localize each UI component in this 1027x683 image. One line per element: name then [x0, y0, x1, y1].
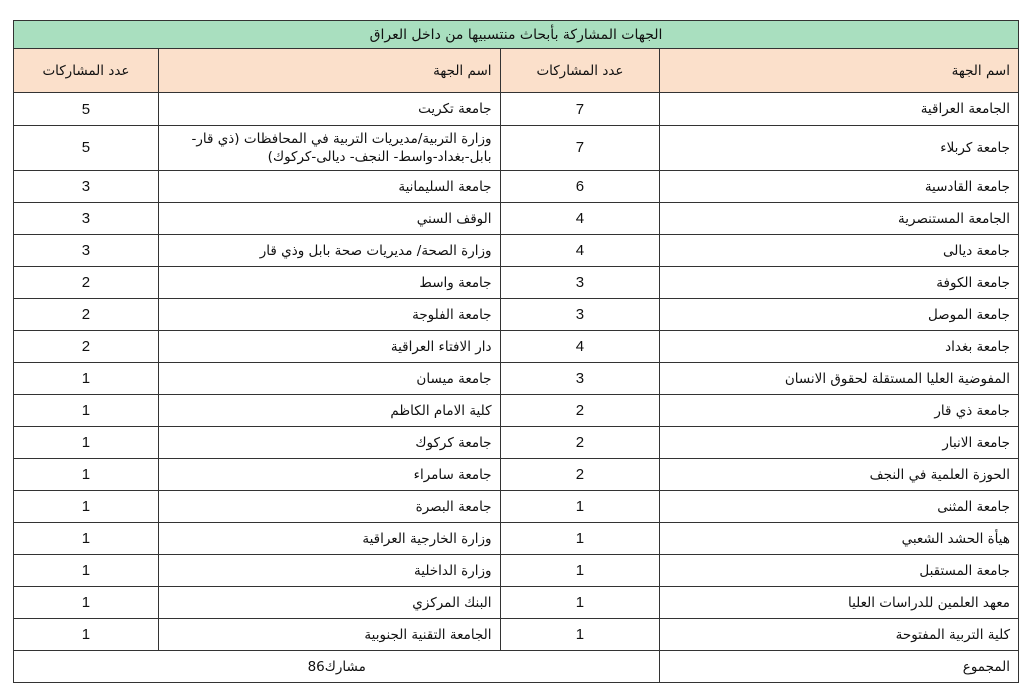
participation-count: 1: [13, 426, 159, 459]
table-row: جامعة المثنى 1 جامعة البصرة 1: [13, 490, 1019, 523]
entity-name: جامعة المثنى: [659, 490, 1019, 523]
participation-count: 1: [499, 490, 661, 523]
header-name-2: اسم الجهة: [157, 48, 501, 93]
entity-name: جامعة الكوفة: [659, 266, 1019, 299]
table-row: الجامعة المستنصرية 4 الوقف السني 3: [13, 202, 1019, 235]
participation-count: 5: [13, 92, 159, 126]
participation-count: 3: [499, 298, 661, 331]
participation-count: 1: [499, 618, 661, 651]
participation-count: 1: [13, 458, 159, 491]
entity-name: هيأة الحشد الشعبي: [659, 522, 1019, 555]
table-row: جامعة كربلاء 7 وزارة التربية/مديريات الترب…: [13, 125, 1019, 171]
participation-count: 2: [499, 426, 661, 459]
participation-count: 2: [13, 266, 159, 299]
participation-count: 1: [499, 586, 661, 619]
table-row: الجامعة العراقية 7 جامعة تكريت 5: [13, 92, 1019, 126]
total-value: مشارك86: [12, 650, 661, 683]
participation-count: 2: [13, 298, 159, 331]
entity-name: جامعة البصرة: [157, 490, 501, 523]
entity-name: جامعة بغداد: [659, 330, 1019, 363]
participation-count: 2: [499, 458, 661, 491]
participation-count: 6: [499, 170, 661, 203]
participation-count: 2: [13, 330, 159, 363]
participation-count: 1: [13, 394, 159, 427]
entity-name: كلية التربية المفتوحة: [659, 618, 1019, 651]
table-row: المفوضية العليا المستقلة لحقوق الانسان 3 ج…: [13, 362, 1019, 395]
entity-name: جامعة القادسية: [659, 170, 1019, 203]
entity-name: الجامعة التقنية الجنوبية: [157, 618, 501, 651]
table-row: جامعة القادسية 6 جامعة السليمانية 3: [13, 170, 1019, 203]
participation-count: 1: [13, 490, 159, 523]
table-row: جامعة الانبار 2 جامعة كركوك 1: [13, 426, 1019, 459]
header-count-2: عدد المشاركات: [13, 48, 159, 93]
header-name-1: اسم الجهة: [659, 48, 1019, 93]
entity-name: الجامعة المستنصرية: [659, 202, 1019, 235]
participation-count: 3: [499, 266, 661, 299]
participation-count: 1: [13, 554, 159, 587]
entity-name: جامعة سامراء: [157, 458, 501, 491]
table-row: جامعة ديالى 4 وزارة الصحة/ مديريات صحة باب…: [13, 234, 1019, 267]
entity-name: جامعة كربلاء: [659, 125, 1019, 171]
participation-count: 2: [499, 394, 661, 427]
participation-count: 1: [13, 362, 159, 395]
table-row: هيأة الحشد الشعبي 1 وزارة الخارجية العراقي…: [13, 522, 1019, 555]
participation-count: 1: [499, 522, 661, 555]
table-row: الحوزة العلمية في النجف 2 جامعة سامراء 1: [13, 458, 1019, 491]
participation-count: 7: [499, 92, 661, 126]
table-title: الجهات المشاركة بأبحاث منتسبيها من داخل …: [13, 20, 1019, 49]
entity-name: وزارة الصحة/ مديريات صحة بابل وذي قار: [157, 234, 501, 267]
header-row: اسم الجهة عدد المشاركات اسم الجهة عدد ال…: [13, 48, 1019, 93]
total-row: المجموع مشارك86: [12, 650, 1019, 683]
participation-count: 3: [499, 362, 661, 395]
entity-name: جامعة السليمانية: [157, 170, 501, 203]
participation-count: 3: [13, 234, 159, 267]
participation-count: 3: [13, 170, 159, 203]
entity-name: وزارة الداخلية: [157, 554, 501, 587]
table-row: جامعة بغداد 4 دار الافتاء العراقية 2: [13, 330, 1019, 363]
entity-name: وزارة التربية/مديريات التربية في المحافظ…: [157, 125, 501, 171]
entity-name: جامعة ذي قار: [659, 394, 1019, 427]
entity-name: البنك المركزي: [157, 586, 501, 619]
participation-count: 4: [499, 330, 661, 363]
participation-count: 1: [499, 554, 661, 587]
participation-count: 5: [13, 125, 159, 171]
participation-count: 3: [13, 202, 159, 235]
table-row: كلية التربية المفتوحة 1 الجامعة التقنية ال…: [13, 618, 1019, 651]
header-count-1: عدد المشاركات: [499, 48, 661, 93]
table-row: جامعة ذي قار 2 كلية الامام الكاظم 1: [13, 394, 1019, 427]
entity-name: جامعة كركوك: [157, 426, 501, 459]
entity-name: الوقف السني: [157, 202, 501, 235]
table-row: جامعة الموصل 3 جامعة الفلوجة 2: [13, 298, 1019, 331]
participation-count: 4: [499, 202, 661, 235]
entity-name: الجامعة العراقية: [659, 92, 1019, 126]
entity-name: جامعة واسط: [157, 266, 501, 299]
entity-name: جامعة ديالى: [659, 234, 1019, 267]
table-row: جامعة المستقبل 1 وزارة الداخلية 1: [13, 554, 1019, 587]
entity-name: جامعة المستقبل: [659, 554, 1019, 587]
entity-name: كلية الامام الكاظم: [157, 394, 501, 427]
entity-name: جامعة الانبار: [659, 426, 1019, 459]
entity-name: جامعة ميسان: [157, 362, 501, 395]
title-row: الجهات المشاركة بأبحاث منتسبيها من داخل …: [13, 20, 1019, 49]
participation-count: 1: [13, 522, 159, 555]
participation-count: 1: [13, 586, 159, 619]
entity-name: جامعة الفلوجة: [157, 298, 501, 331]
entity-name: دار الافتاء العراقية: [157, 330, 501, 363]
entity-name: جامعة الموصل: [659, 298, 1019, 331]
participation-count: 1: [13, 618, 159, 651]
entity-name: معهد العلمين للدراسات العليا: [659, 586, 1019, 619]
entity-name: المفوضية العليا المستقلة لحقوق الانسان: [659, 362, 1019, 395]
entity-name: جامعة تكريت: [157, 92, 501, 126]
table-row: معهد العلمين للدراسات العليا 1 البنك المرك…: [13, 586, 1019, 619]
participants-table: الجهات المشاركة بأبحاث منتسبيها من داخل …: [12, 20, 1019, 683]
entity-name: الحوزة العلمية في النجف: [659, 458, 1019, 491]
participation-count: 4: [499, 234, 661, 267]
entity-name: وزارة الخارجية العراقية: [157, 522, 501, 555]
total-label: المجموع: [659, 650, 1019, 683]
participation-count: 7: [499, 125, 661, 171]
table-row: جامعة الكوفة 3 جامعة واسط 2: [13, 266, 1019, 299]
